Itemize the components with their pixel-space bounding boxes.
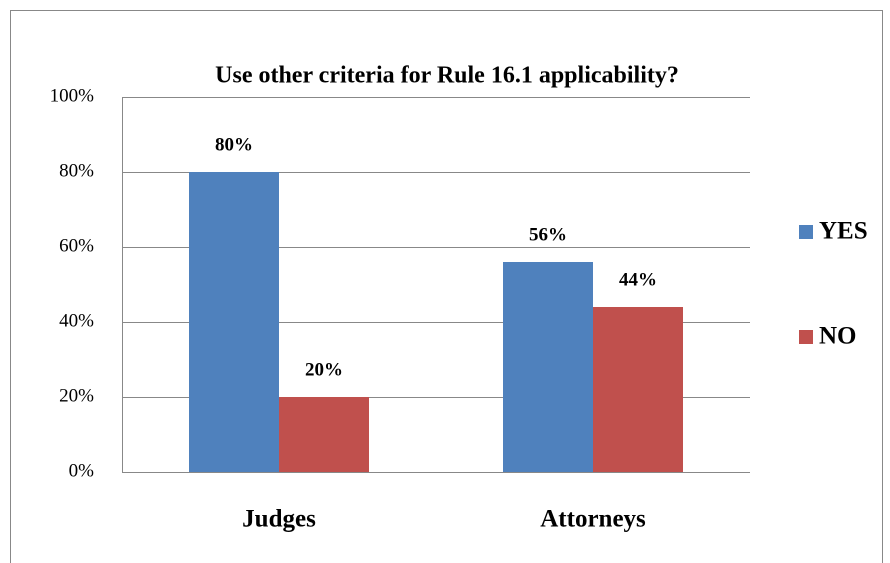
y-tick-label: 80% [59, 160, 94, 181]
y-tick-label: 100% [50, 85, 95, 106]
bar [279, 397, 369, 472]
chart-title: Use other criteria for Rule 16.1 applica… [215, 63, 679, 89]
value-label: 56% [529, 224, 567, 245]
value-label: 44% [619, 269, 657, 290]
bar [503, 262, 593, 472]
y-tick-label: 40% [59, 310, 94, 331]
legend-swatch [799, 330, 813, 344]
y-tick-label: 20% [59, 385, 94, 406]
legend-label: YES [819, 218, 868, 245]
bar [189, 172, 279, 472]
bar [593, 307, 683, 472]
value-label: 80% [215, 134, 253, 155]
value-label: 20% [305, 359, 343, 380]
y-tick-label: 0% [69, 460, 95, 481]
y-tick-label: 60% [59, 235, 94, 256]
legend-label: NO [819, 323, 857, 350]
chart-border [10, 10, 883, 563]
x-tick-label: Attorneys [540, 506, 646, 533]
x-tick-label: Judges [242, 506, 316, 533]
legend-swatch [799, 225, 813, 239]
